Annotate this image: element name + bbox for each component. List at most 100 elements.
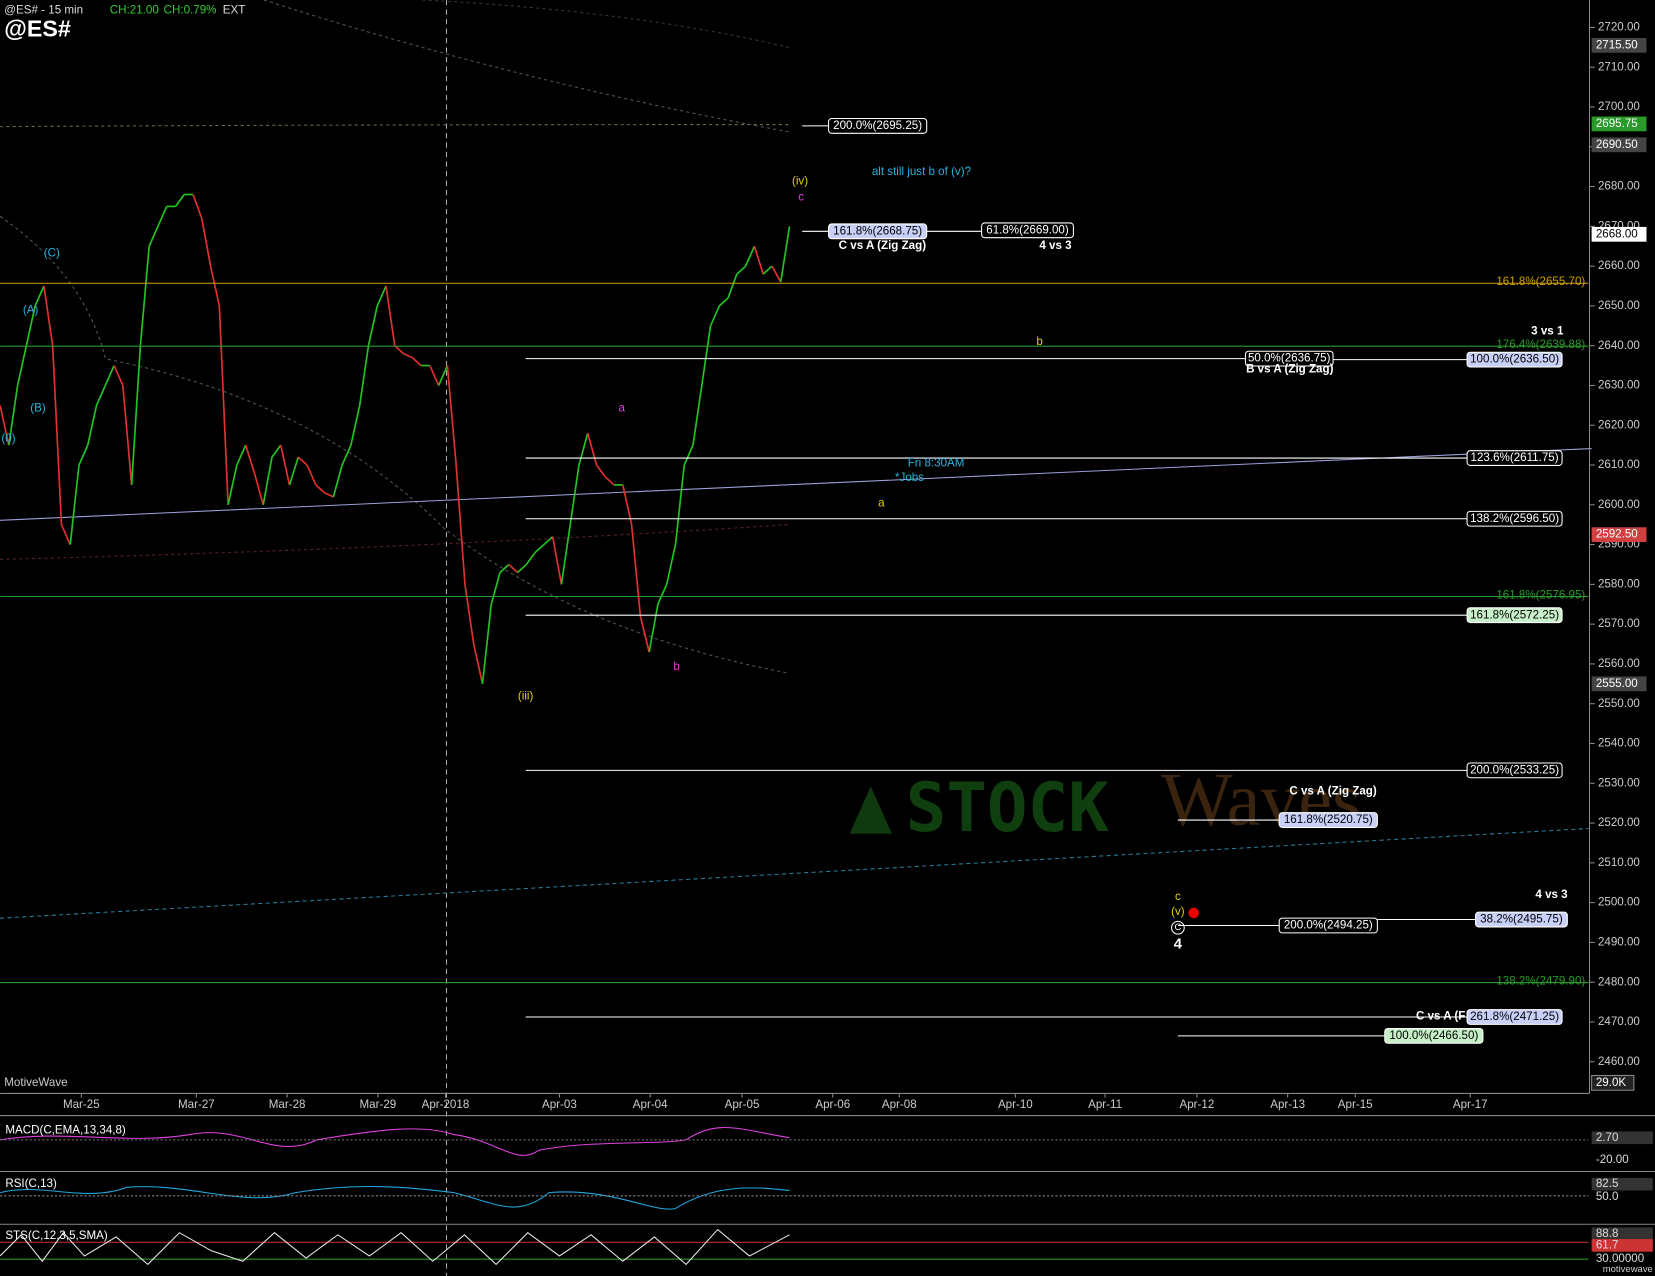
price-segment [279, 444, 291, 486]
y-tick-label: 2540.00 [1598, 737, 1640, 750]
price-segment [209, 265, 221, 307]
level-box [1466, 450, 1563, 466]
level-box [1384, 1027, 1484, 1044]
price-tag-label: 2592.50 [1596, 528, 1638, 541]
indicator-tag [1591, 1239, 1653, 1252]
price-tag [1591, 137, 1647, 153]
brand-small: motivewave [1603, 1264, 1653, 1275]
y-tick-label: 2530.00 [1598, 776, 1640, 789]
price-segment [315, 484, 326, 494]
x-tick-label: Apr-12 [1179, 1098, 1214, 1111]
price-segment [411, 356, 422, 367]
price-segment [648, 604, 659, 653]
y-tick-label: 2650.00 [1598, 299, 1640, 312]
price-tag-label: 2695.75 [1596, 117, 1638, 130]
price-segment [122, 385, 133, 485]
trend-line [0, 448, 1592, 521]
price-segment [604, 476, 615, 486]
price-segment [446, 365, 458, 466]
trend-line [0, 827, 1589, 919]
x-tick-label: Apr-11 [1088, 1098, 1122, 1111]
price-segment [306, 464, 317, 486]
price-segment [86, 405, 98, 446]
indicator-value: 2.70 [1596, 1131, 1619, 1144]
indicator-name: STS(C,12,3,5,SMA) [5, 1229, 108, 1242]
x-tick-label: Apr-05 [725, 1098, 760, 1111]
rsi-line [0, 1186, 790, 1210]
price-segment [517, 563, 527, 574]
brand: MotiveWave [4, 1076, 67, 1089]
wave-label: Fri 8:30AM [908, 456, 965, 469]
x-tick-label: Apr-03 [542, 1098, 577, 1111]
price-segment [78, 444, 89, 466]
indicator-value: 88.8 [1596, 1227, 1619, 1240]
wave-label: b [673, 660, 679, 673]
wave-label: (v) [1171, 905, 1185, 918]
change: CH:21.00 [110, 4, 159, 17]
price-segment [525, 552, 536, 565]
level-box [1466, 351, 1563, 368]
level-label: 200.0%(2695.25) [833, 119, 922, 132]
y-tick-label: 2480.00 [1598, 975, 1640, 988]
wave-label: (iv) [792, 175, 808, 188]
price-segment [148, 226, 159, 247]
price-segment [297, 456, 308, 466]
note: C vs A (Zig Zag) [1289, 785, 1377, 798]
price-segment [771, 265, 782, 283]
indicator-tag [1591, 1177, 1653, 1191]
price-segment [437, 365, 449, 386]
watermark-text: STOCK [906, 768, 1110, 847]
price-segment [341, 444, 352, 466]
y-tick-label: 2620.00 [1598, 418, 1640, 431]
price-segment [394, 345, 405, 355]
price-segment [700, 325, 712, 386]
symbol: @ES# [4, 16, 71, 42]
wave-label: (C) [44, 246, 60, 259]
price-segment [481, 604, 493, 684]
price-segment [34, 285, 45, 307]
price-segment [586, 432, 598, 466]
indicator-name: MACD(C,EMA,13,34,8) [5, 1123, 126, 1136]
price-segment [569, 464, 580, 525]
level-box [1466, 762, 1563, 779]
x-tick-label: Apr-10 [998, 1098, 1033, 1111]
indicator-value: 30.00000 [1596, 1252, 1644, 1265]
y-tick-label: 2560.00 [1598, 657, 1640, 670]
level-box [1466, 510, 1563, 527]
price-segment [551, 536, 563, 585]
level-label: 161.8%(2520.75) [1284, 813, 1373, 826]
price-segment [718, 297, 729, 307]
y-tick-label: 2630.00 [1598, 379, 1640, 392]
y-tick-label: 2680.00 [1598, 180, 1640, 193]
price-segment [244, 444, 256, 474]
y-tick-label: 2580.00 [1598, 577, 1640, 590]
price-segment [139, 246, 151, 346]
price-segment [674, 464, 686, 545]
y-tick-label: 2550.00 [1598, 697, 1640, 710]
wave-label: (0) [1, 432, 15, 445]
price-segment [508, 563, 519, 574]
price-tag-label: 2555.00 [1596, 677, 1638, 690]
price-segment [51, 345, 63, 525]
price-segment [104, 365, 115, 386]
y-tick-label: 2710.00 [1598, 60, 1640, 73]
price-segment [692, 385, 703, 446]
y-tick-label: 2640.00 [1598, 339, 1640, 352]
wave-label: b [1036, 335, 1042, 348]
price-segment [262, 456, 273, 505]
level-box [1244, 350, 1334, 367]
price-segment [130, 345, 142, 485]
price-segment [534, 543, 545, 554]
price-segment [157, 206, 168, 227]
x-tick-label: Apr-13 [1270, 1098, 1305, 1111]
price-segment [455, 464, 466, 585]
price-segment [43, 285, 54, 346]
x-tick-label: Apr-15 [1338, 1098, 1373, 1111]
symbol-period: @ES# - 15 min [4, 4, 83, 17]
level-label: 200.0%(2494.25) [1284, 919, 1373, 932]
level-label: 100.0%(2636.50) [1470, 353, 1559, 366]
price-segment [25, 305, 36, 346]
level-label: 138.2%(2479.90) [1496, 975, 1585, 988]
price-segment [630, 524, 642, 617]
x-tick-label: Apr-2018 [422, 1098, 470, 1111]
